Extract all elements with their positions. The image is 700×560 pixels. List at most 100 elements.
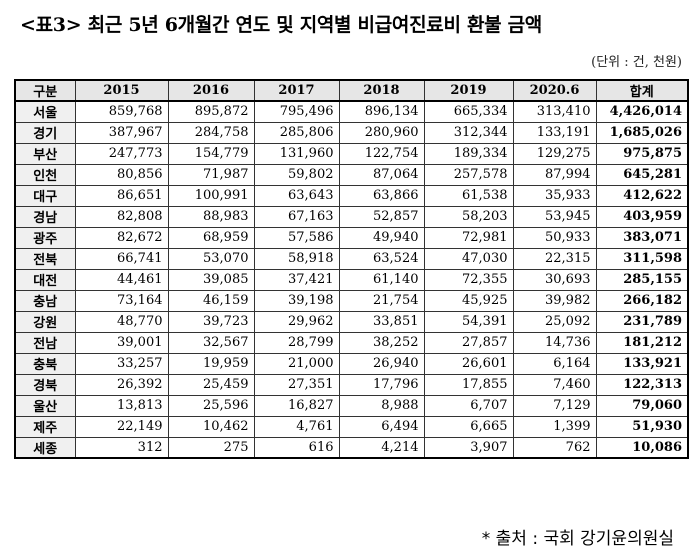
region-cell: 광주: [14, 226, 76, 249]
value-cell: 312,344: [423, 121, 514, 144]
value-cell: 45,925: [423, 289, 514, 312]
value-cell: 3,907: [423, 436, 514, 459]
value-cell: 71,987: [167, 163, 255, 186]
value-cell: 39,198: [253, 289, 340, 312]
value-cell: 73,164: [74, 289, 169, 312]
value-cell: 87,064: [338, 163, 425, 186]
region-cell: 대구: [14, 184, 76, 207]
value-cell: 53,945: [512, 205, 597, 228]
value-cell: 26,392: [74, 373, 169, 396]
region-cell: 서울: [14, 100, 76, 123]
total-cell: 133,921: [595, 352, 689, 375]
value-cell: 8,988: [338, 394, 425, 417]
table-row: 경북 26,392 25,459 27,351 17,796 17,855 7,460 122…: [14, 373, 689, 396]
source-note: * 출처 : 국회 강기윤의원실: [481, 529, 674, 549]
value-cell: 39,001: [74, 331, 169, 354]
value-cell: 284,758: [167, 121, 255, 144]
value-cell: 387,967: [74, 121, 169, 144]
value-cell: 247,773: [74, 142, 169, 165]
value-cell: 133,191: [512, 121, 597, 144]
value-cell: 39,723: [167, 310, 255, 333]
total-cell: 412,622: [595, 184, 689, 207]
total-cell: 181,212: [595, 331, 689, 354]
value-cell: 280,960: [338, 121, 425, 144]
header-cell-2016: 2016: [167, 79, 255, 102]
value-cell: 312: [74, 436, 169, 459]
value-cell: 46,159: [167, 289, 255, 312]
value-cell: 63,643: [253, 184, 340, 207]
value-cell: 66,741: [74, 247, 169, 270]
value-cell: 19,959: [167, 352, 255, 375]
total-cell: 122,313: [595, 373, 689, 396]
table-row: 경남 82,808 88,983 67,163 52,857 58,203 53,945 40…: [14, 205, 689, 228]
value-cell: 7,460: [512, 373, 597, 396]
value-cell: 6,164: [512, 352, 597, 375]
region-cell: 경기: [14, 121, 76, 144]
total-cell: 1,685,026: [595, 121, 689, 144]
total-cell: 975,875: [595, 142, 689, 165]
total-cell: 383,071: [595, 226, 689, 249]
table-row: 세종 312 275 616 4,214 3,907 762 10,086: [14, 436, 689, 459]
value-cell: 257,578: [423, 163, 514, 186]
table-row: 대전 44,461 39,085 37,421 61,140 72,355 30,693 28…: [14, 268, 689, 291]
value-cell: 82,808: [74, 205, 169, 228]
value-cell: 25,092: [512, 310, 597, 333]
table-row: 대구 86,651 100,991 63,643 63,866 61,538 35,933 4…: [14, 184, 689, 207]
value-cell: 27,857: [423, 331, 514, 354]
table-row: 충남 73,164 46,159 39,198 21,754 45,925 39,982 26…: [14, 289, 689, 312]
value-cell: 10,462: [167, 415, 255, 438]
value-cell: 80,856: [74, 163, 169, 186]
value-cell: 35,933: [512, 184, 597, 207]
value-cell: 87,994: [512, 163, 597, 186]
region-cell: 충남: [14, 289, 76, 312]
value-cell: 61,140: [338, 268, 425, 291]
table-row: 광주 82,672 68,959 57,586 49,940 72,981 50,933 38…: [14, 226, 689, 249]
value-cell: 47,030: [423, 247, 514, 270]
value-cell: 16,827: [253, 394, 340, 417]
total-cell: 645,281: [595, 163, 689, 186]
total-cell: 79,060: [595, 394, 689, 417]
table-row: 충북 33,257 19,959 21,000 26,940 26,601 6,164 133…: [14, 352, 689, 375]
value-cell: 38,252: [338, 331, 425, 354]
value-cell: 28,799: [253, 331, 340, 354]
value-cell: 33,257: [74, 352, 169, 375]
value-cell: 68,959: [167, 226, 255, 249]
value-cell: 896,134: [338, 100, 425, 123]
value-cell: 154,779: [167, 142, 255, 165]
value-cell: 13,813: [74, 394, 169, 417]
value-cell: 88,983: [167, 205, 255, 228]
header-cell-total: 합계: [595, 79, 689, 102]
value-cell: 63,524: [338, 247, 425, 270]
table-row: 서울 859,768 895,872 795,496 896,134 665,334 313…: [14, 100, 689, 123]
value-cell: 21,000: [253, 352, 340, 375]
table-row: 전남 39,001 32,567 28,799 38,252 27,857 14,736 18…: [14, 331, 689, 354]
value-cell: 61,538: [423, 184, 514, 207]
region-cell: 전북: [14, 247, 76, 270]
value-cell: 795,496: [253, 100, 340, 123]
value-cell: 100,991: [167, 184, 255, 207]
value-cell: 26,601: [423, 352, 514, 375]
value-cell: 4,214: [338, 436, 425, 459]
value-cell: 39,982: [512, 289, 597, 312]
header-cell-2018: 2018: [338, 79, 425, 102]
value-cell: 52,857: [338, 205, 425, 228]
total-cell: 231,789: [595, 310, 689, 333]
total-cell: 266,182: [595, 289, 689, 312]
total-cell: 311,598: [595, 247, 689, 270]
total-cell: 285,155: [595, 268, 689, 291]
value-cell: 313,410: [512, 100, 597, 123]
value-cell: 39,085: [167, 268, 255, 291]
value-cell: 29,962: [253, 310, 340, 333]
value-cell: 616: [253, 436, 340, 459]
value-cell: 6,707: [423, 394, 514, 417]
region-cell: 경북: [14, 373, 76, 396]
unit-note: (단위 : 건, 천원): [591, 55, 682, 70]
value-cell: 67,163: [253, 205, 340, 228]
value-cell: 6,494: [338, 415, 425, 438]
region-cell: 부산: [14, 142, 76, 165]
value-cell: 21,754: [338, 289, 425, 312]
value-cell: 275: [167, 436, 255, 459]
region-cell: 전남: [14, 331, 76, 354]
header-cell-2017: 2017: [253, 79, 340, 102]
value-cell: 665,334: [423, 100, 514, 123]
